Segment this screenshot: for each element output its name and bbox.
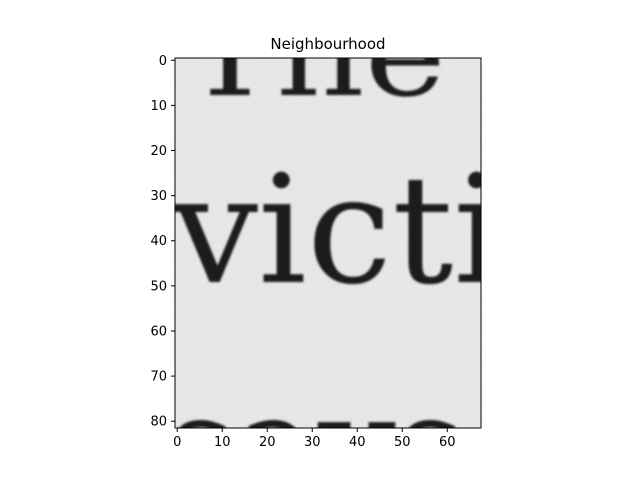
y-tick-label: 30	[150, 189, 167, 204]
y-tick-label: 0	[159, 54, 167, 69]
y-tick-label: 10	[150, 99, 167, 114]
x-tick-label: 30	[304, 435, 321, 450]
y-tick-label: 50	[150, 279, 167, 294]
grayscale-image: The victi says	[166, 0, 502, 480]
y-tick-label: 70	[150, 370, 167, 385]
plot-title: Neighbourhood	[270, 35, 385, 53]
axes-frame	[174, 57, 482, 429]
x-tick-label: 40	[349, 435, 366, 450]
x-tick-label: 20	[259, 435, 276, 450]
image-text-bottom: says	[166, 362, 466, 480]
y-tick-label: 40	[150, 234, 167, 249]
y-tick-label: 60	[150, 324, 167, 339]
image-text-top: The	[184, 0, 446, 123]
y-axis: 0 10 20 30 40 50 60 70 80	[150, 54, 175, 430]
x-axis: 0 10 20 30 40 50 60	[173, 428, 456, 450]
x-tick-label: 0	[173, 435, 181, 450]
x-tick-label: 50	[394, 435, 411, 450]
y-tick-label: 20	[150, 144, 167, 159]
x-tick-label: 10	[214, 435, 231, 450]
image-text-middle: victi	[171, 144, 502, 318]
x-tick-label: 60	[439, 435, 456, 450]
y-tick-label: 80	[150, 415, 167, 430]
